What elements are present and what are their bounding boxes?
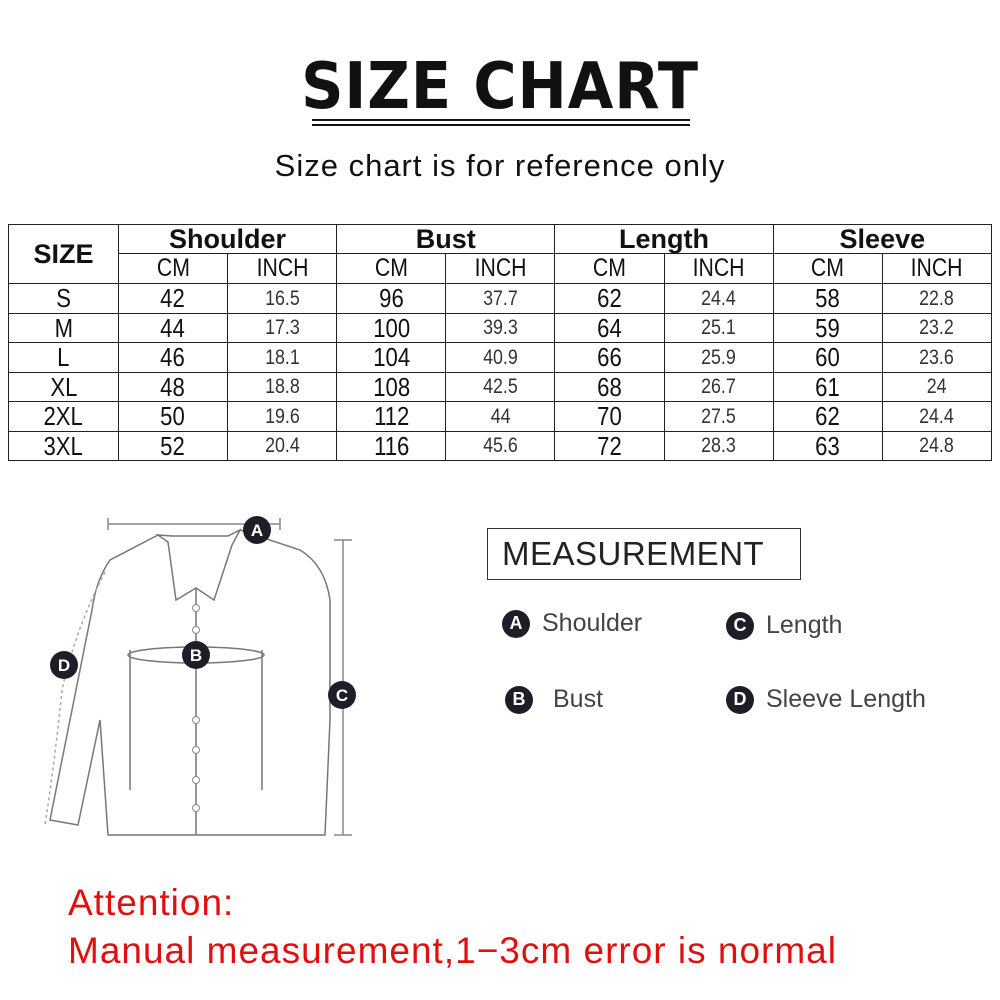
legend-label: Bust (553, 685, 604, 713)
unit-header: CM (772, 253, 883, 284)
subtitle: Size chart is for reference only (274, 148, 726, 183)
value-cell: 17.3 (227, 312, 338, 343)
table-row: L 46 18.1 104 40.9 66 25.9 60 23.6 (8, 342, 993, 373)
value-cell: 39.3 (445, 312, 556, 343)
value-cell: 16.5 (227, 283, 338, 314)
value-cell: 62 (772, 401, 883, 432)
table-row: 3XL 52 20.4 116 45.6 72 28.3 63 24.8 (8, 430, 993, 461)
size-header: SIZE (8, 224, 119, 284)
unit-header: INCH (445, 253, 556, 284)
attention-heading: Attention: (68, 882, 235, 923)
marker-b-icon: B (505, 685, 533, 714)
table-row: M 44 17.3 100 39.3 64 25.1 59 23.2 (8, 312, 993, 343)
value-cell: 23.2 (881, 312, 993, 343)
value-cell: 26.7 (663, 371, 774, 402)
shirt-diagram: A B C D (44, 516, 356, 836)
value-cell: 108 (336, 371, 447, 402)
value-cell: 18.1 (227, 342, 338, 373)
value-cell: 44 (445, 401, 556, 432)
value-cell: 64 (554, 312, 665, 343)
legend-label: Length (766, 611, 843, 639)
value-cell: 104 (336, 342, 447, 373)
title-underline (312, 124, 690, 126)
value-cell: 45.6 (445, 430, 556, 461)
marker-c-icon: C (726, 611, 754, 640)
value-cell: 116 (336, 430, 447, 461)
attention-text: Manual measurement,1−3cm error is normal (68, 930, 837, 971)
legend-label: Sleeve Length (766, 685, 926, 713)
group-header: Length (554, 224, 774, 254)
size-cell: XL (8, 371, 119, 402)
value-cell: 59 (772, 312, 883, 343)
value-cell: 68 (554, 371, 665, 402)
size-cell: M (8, 312, 119, 343)
group-header: Bust (336, 224, 556, 254)
group-header: Shoulder (117, 224, 338, 254)
value-cell: 50 (117, 401, 229, 432)
value-cell: 63 (772, 430, 883, 461)
value-cell: 100 (336, 312, 447, 343)
value-cell: 61 (772, 371, 883, 402)
marker-a-icon: A (502, 609, 530, 638)
value-cell: 25.9 (663, 342, 774, 373)
value-cell: 42 (117, 283, 229, 314)
marker-b: B (190, 646, 202, 665)
unit-header: CM (117, 253, 229, 284)
size-cell: 3XL (8, 430, 119, 461)
value-cell: 24 (881, 371, 993, 402)
value-cell: 44 (117, 312, 229, 343)
value-cell: 27.5 (663, 401, 774, 432)
size-cell: S (8, 283, 119, 314)
table-row: 2XL 50 19.6 112 44 70 27.5 62 24.4 (8, 401, 993, 432)
value-cell: 22.8 (881, 283, 993, 314)
value-cell: 62 (554, 283, 665, 314)
unit-header: INCH (227, 253, 338, 284)
value-cell: 20.4 (227, 430, 338, 461)
unit-header: INCH (663, 253, 774, 284)
table-row: S 42 16.5 96 37.7 62 24.4 58 22.8 (8, 283, 993, 314)
legend-item: C Length (726, 611, 842, 640)
title-underline (312, 119, 690, 121)
legend-item: B Bust (505, 685, 603, 714)
marker-d-icon: D (726, 685, 754, 714)
legend-item: A Shoulder (502, 609, 642, 638)
legend-label: Shoulder (542, 609, 643, 637)
value-cell: 19.6 (227, 401, 338, 432)
value-cell: 25.1 (663, 312, 774, 343)
marker-d: D (58, 656, 70, 675)
value-cell: 70 (554, 401, 665, 432)
legend-item: D Sleeve Length (726, 685, 926, 714)
value-cell: 66 (554, 342, 665, 373)
measurement-title: MEASUREMENT (487, 528, 801, 580)
unit-header: INCH (881, 253, 993, 284)
table-row: XL 48 18.8 108 42.5 68 26.7 61 24 (8, 371, 993, 402)
unit-header: CM (336, 253, 447, 284)
value-cell: 112 (336, 401, 447, 432)
value-cell: 48 (117, 371, 229, 402)
value-cell: 46 (117, 342, 229, 373)
value-cell: 96 (336, 283, 447, 314)
unit-header: CM (554, 253, 665, 284)
value-cell: 24.4 (663, 283, 774, 314)
value-cell: 40.9 (445, 342, 556, 373)
size-table: SIZE Shoulder Bust Length Sleeve CM INCH C… (8, 224, 993, 461)
value-cell: 23.6 (881, 342, 993, 373)
value-cell: 60 (772, 342, 883, 373)
size-cell: L (8, 342, 119, 373)
marker-a: A (251, 521, 263, 540)
group-header: Sleeve (772, 224, 993, 254)
value-cell: 42.5 (445, 371, 556, 402)
page-title: SIZE CHART (301, 50, 699, 124)
value-cell: 24.4 (881, 401, 993, 432)
size-cell: 2XL (8, 401, 119, 432)
value-cell: 24.8 (881, 430, 993, 461)
value-cell: 18.8 (227, 371, 338, 402)
value-cell: 28.3 (663, 430, 774, 461)
value-cell: 58 (772, 283, 883, 314)
marker-c: C (336, 686, 348, 705)
value-cell: 37.7 (445, 283, 556, 314)
value-cell: 72 (554, 430, 665, 461)
value-cell: 52 (117, 430, 229, 461)
